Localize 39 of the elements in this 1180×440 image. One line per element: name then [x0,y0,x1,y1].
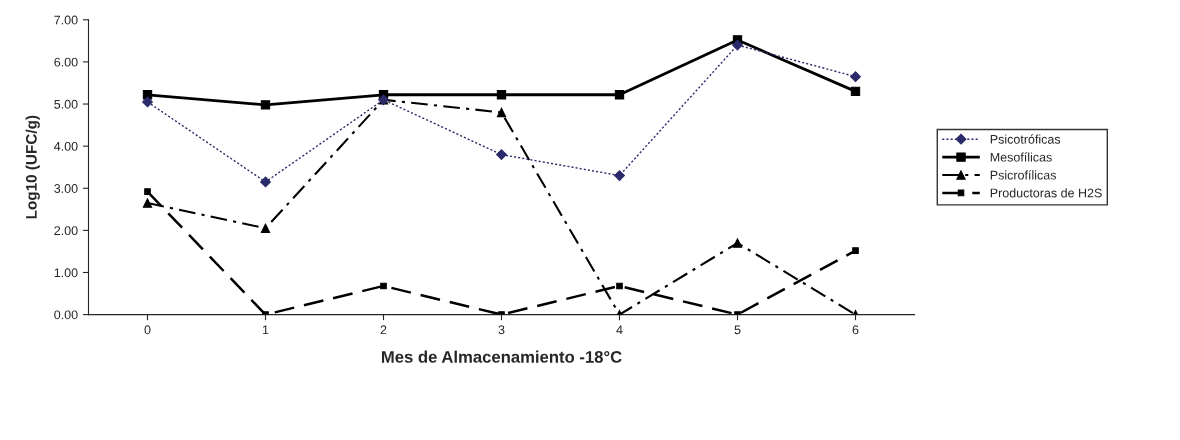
legend-label: Productoras de H2S [990,188,1102,198]
point [614,90,625,100]
point [144,188,151,195]
x-tick-label: 0 [144,325,151,335]
point [732,39,743,51]
point [142,198,153,208]
point [614,170,625,182]
y-tick-label: 0.00 [54,310,78,320]
point [260,223,271,233]
x-tick-label: 5 [734,325,741,335]
point [732,238,743,248]
point [852,247,859,254]
point [496,90,507,100]
x-tick-label: 3 [498,325,505,335]
point [142,96,153,108]
y-tick-label: 6.00 [54,57,78,67]
y-tick-label: 7.00 [54,15,78,25]
point [380,282,387,290]
point [496,149,507,160]
x-tick-label: 1 [262,325,269,335]
legend-label: Psicrofílicas [990,170,1056,180]
point [850,86,861,97]
x-tick-label: 2 [380,325,387,335]
point [496,107,507,118]
point [260,100,271,110]
y-tick-label: 1.00 [54,268,78,278]
point [850,71,861,83]
point [260,176,271,188]
y-tick-label: 4.00 [54,141,78,151]
y-tick-label: 3.00 [54,184,78,193]
legend-label: Mesofílicas [990,152,1052,162]
x-tick-label: 6 [852,325,859,335]
x-axis-title: Mes de Almacenamiento -18°C [381,350,622,363]
point [616,282,623,290]
x-tick-label: 4 [616,325,623,335]
y-axis-title: Log10 (UFC/g) [25,115,40,219]
y-tick-label: 5.00 [54,99,78,109]
y-tick-label: 2.00 [54,226,78,236]
legend-label: Psicotróficas [990,134,1061,144]
